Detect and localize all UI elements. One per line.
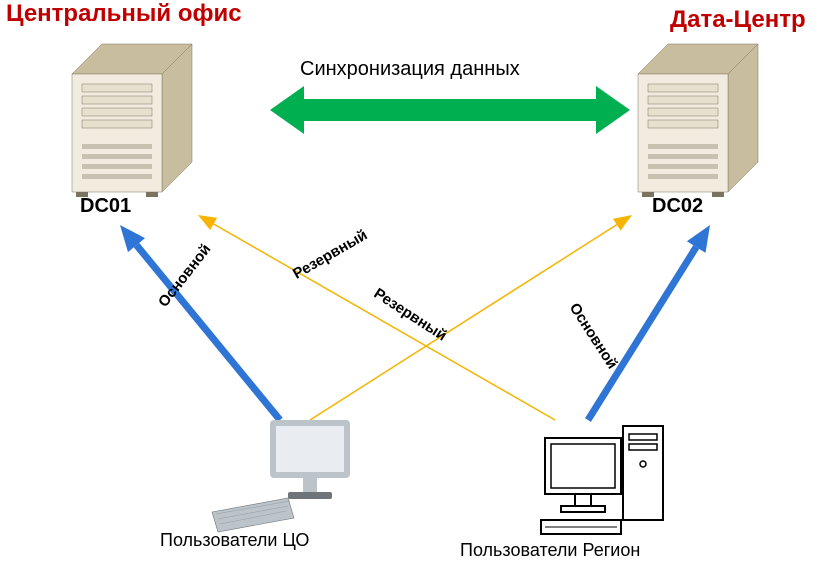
link-2 bbox=[588, 247, 696, 420]
link-head-3 bbox=[198, 215, 217, 230]
server-dc01-icon bbox=[72, 44, 192, 197]
sync-arrow bbox=[270, 86, 630, 134]
link-0 bbox=[136, 245, 280, 420]
link-3 bbox=[214, 224, 555, 420]
client-left-icon bbox=[212, 420, 350, 532]
link-1 bbox=[310, 225, 617, 420]
diagram-svg bbox=[0, 0, 831, 566]
link-head-1 bbox=[613, 215, 632, 231]
client-right-icon bbox=[541, 426, 663, 534]
server-dc02-icon bbox=[638, 44, 758, 197]
